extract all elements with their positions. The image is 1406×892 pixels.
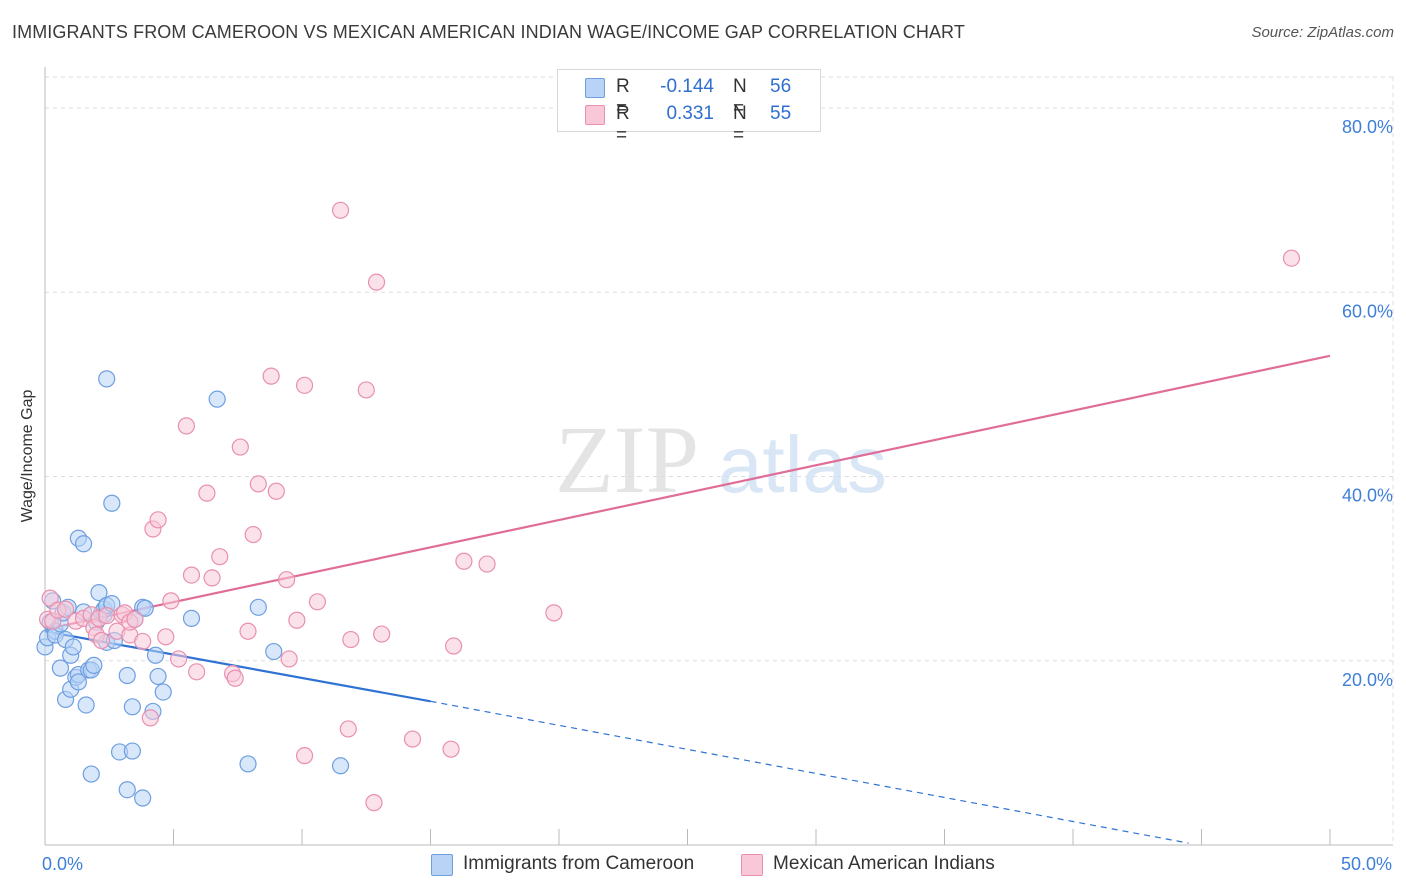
series2-point: [331, 201, 350, 219]
series1-point: [149, 667, 167, 686]
series2-point: [373, 625, 391, 643]
series1-point: [103, 494, 121, 512]
series2-point: [239, 622, 257, 640]
series1-point: [265, 642, 283, 661]
series2-point: [249, 475, 267, 493]
series2-point: [288, 611, 306, 629]
series2-point: [41, 589, 59, 607]
series1-point: [98, 370, 116, 388]
r-label: R =: [616, 103, 630, 146]
series2-point: [231, 438, 249, 456]
series1-point: [90, 583, 108, 602]
series1-point: [82, 765, 100, 783]
series2-point: [188, 663, 206, 681]
y-tick-label: 20.0%: [1342, 670, 1393, 690]
series1-point: [118, 666, 136, 685]
x-tick-label: 50.0%: [1341, 854, 1392, 874]
correlation-legend: R = -0.144 N = 56 R = 0.331 N = 55: [557, 69, 821, 146]
series2-point: [442, 740, 460, 758]
r-value: -0.144: [660, 76, 714, 97]
series2-point: [295, 376, 314, 394]
series1-point: [146, 646, 165, 664]
source-label: Source: ZipAtlas.com: [1251, 24, 1394, 41]
series1-point: [239, 755, 257, 773]
series2-point: [478, 555, 496, 573]
series1-point: [51, 659, 70, 677]
series2-point: [403, 730, 422, 748]
series2-point: [342, 630, 360, 649]
n-label: N =: [733, 103, 747, 146]
series2-point: [308, 593, 327, 611]
series2-point: [357, 381, 375, 399]
series1-legend-label: Immigrants from Cameroon: [463, 853, 695, 874]
series1-point: [77, 696, 95, 714]
n-value: 55: [770, 103, 792, 124]
series2-point: [56, 600, 75, 618]
series2-point: [177, 417, 195, 435]
series2-point: [244, 525, 262, 544]
series2-point: [267, 482, 285, 500]
series1-point: [85, 656, 103, 674]
series2-point: [295, 747, 314, 765]
series2-point: [277, 571, 296, 589]
series1-point: [136, 599, 154, 617]
series2-point: [141, 709, 159, 727]
series1-point: [118, 781, 136, 799]
series1-point: [74, 535, 93, 553]
series1-point: [123, 698, 141, 716]
series2-point: [445, 637, 463, 655]
series1-point: [64, 638, 82, 656]
r-value: 0.331: [666, 103, 714, 124]
series1-point: [249, 598, 267, 616]
y-tick-label: 40.0%: [1342, 486, 1393, 506]
series1-legend-swatch: [431, 854, 453, 876]
r-label: R =: [616, 76, 630, 119]
watermark-atlas: atlas: [718, 420, 887, 509]
y-axis-label: Wage/Income Gap: [19, 389, 36, 523]
series2-point: [198, 484, 216, 502]
chart-title: IMMIGRANTS FROM CAMEROON VS MEXICAN AMER…: [12, 22, 965, 42]
series1-point: [208, 390, 226, 408]
series2-point: [92, 631, 111, 650]
series1-swatch: [585, 78, 605, 98]
series2-point: [226, 669, 244, 687]
series2-point: [126, 610, 144, 628]
watermark-zip: ZIP: [555, 406, 699, 513]
series2-point: [203, 569, 221, 587]
series2-point: [211, 548, 229, 566]
n-value: 56: [770, 76, 792, 97]
series2-point: [262, 367, 280, 385]
series2-point: [134, 632, 152, 651]
series2-legend-label: Mexican American Indians: [773, 853, 995, 874]
series2-point: [182, 566, 201, 584]
series2-point: [339, 720, 357, 738]
series1-point: [331, 757, 350, 775]
series1-point: [182, 609, 201, 627]
series1-point: [123, 742, 141, 760]
y-tick-label: 80.0%: [1342, 117, 1393, 137]
series2-swatch: [585, 105, 605, 125]
series2-legend-swatch: [741, 854, 763, 876]
y-tick-label: 60.0%: [1342, 301, 1393, 321]
series2-point: [545, 604, 563, 622]
series2-point: [365, 794, 383, 812]
series2-point: [170, 650, 188, 668]
series1-point: [154, 683, 172, 701]
series2-point: [1282, 249, 1301, 267]
series1-point: [69, 673, 88, 691]
series1-point: [134, 789, 152, 807]
series1-trend-extension: [430, 700, 1189, 844]
series2-point: [280, 650, 298, 668]
series2-point: [367, 273, 386, 291]
series2-trend-line: [44, 354, 1331, 631]
x-tick-label: 0.0%: [42, 854, 83, 874]
n-label: N =: [733, 76, 747, 119]
series2-point: [149, 511, 167, 529]
series2-point: [157, 628, 175, 646]
series2-point: [162, 592, 180, 610]
series2-point: [455, 552, 473, 570]
series2-point: [98, 607, 116, 625]
